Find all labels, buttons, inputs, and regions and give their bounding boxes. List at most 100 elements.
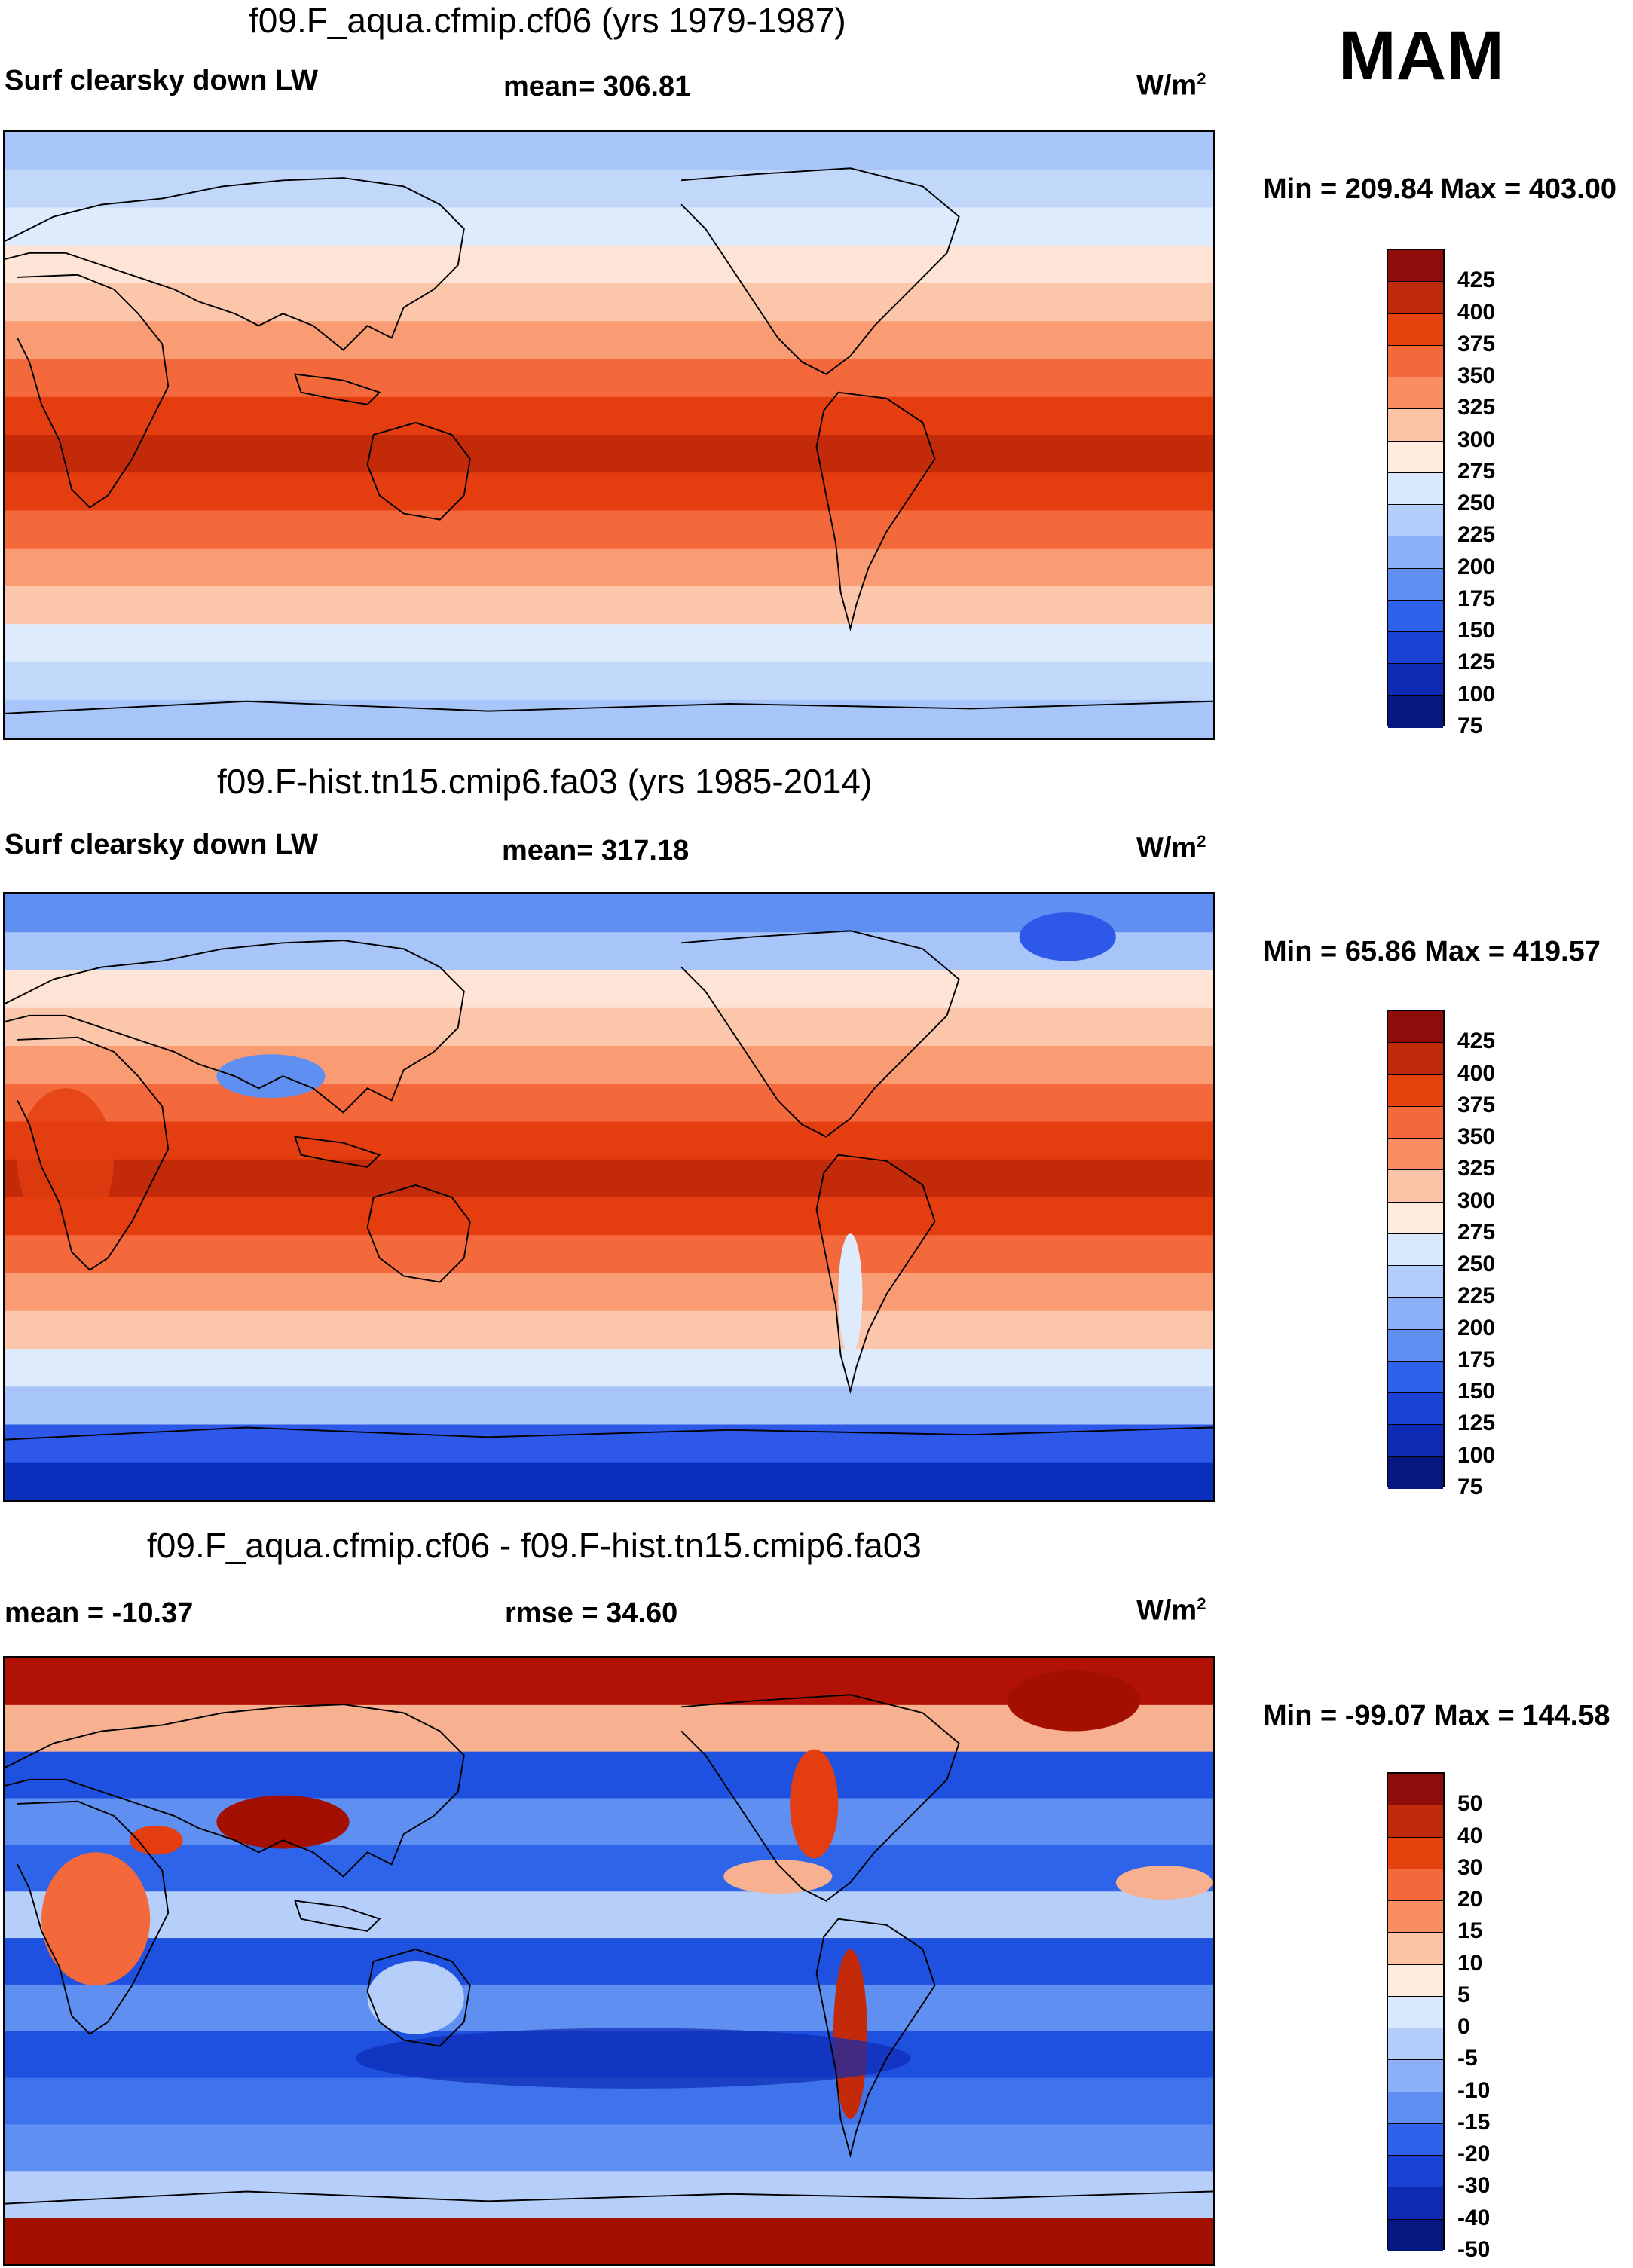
panel1-band-15 <box>5 699 1213 738</box>
panel2-band-4 <box>5 1046 1213 1085</box>
panel3-band-3 <box>5 1798 1213 1846</box>
coast-eurasia <box>5 940 465 1114</box>
panel1-colorbar-swatch-5 <box>1388 409 1443 442</box>
panel3-colorbar-tick-label: -20 <box>1457 2141 1491 2167</box>
coast-antarctica <box>5 2190 1213 2205</box>
panel1-colorbar-swatch-0 <box>1388 250 1443 283</box>
panel2-colorbar-swatch-1 <box>1388 1043 1443 1075</box>
panel3-colorbar-tick-label: -10 <box>1457 2077 1491 2103</box>
panel1-band-3 <box>5 245 1213 284</box>
coast-south-america <box>815 1918 936 2159</box>
panel1-colorbar-tick-label: 225 <box>1457 522 1496 548</box>
greenland-warm <box>1007 1670 1140 1732</box>
panel3-colorbar-swatch-10 <box>1388 2092 1443 2124</box>
panel3-band-12 <box>5 2218 1213 2264</box>
panel2-map <box>3 892 1215 1502</box>
panel2-colorbar-tick-label: 425 <box>1457 1029 1496 1054</box>
panel3-band-11 <box>5 2171 1213 2219</box>
panel3-colorbar <box>1387 1772 1445 2251</box>
panel3-band-7 <box>5 1984 1213 2032</box>
southern-deep-blue <box>355 2028 911 2089</box>
panel3-title: f09.F_aqua.cfmip.cf06 - f09.F-hist.tn15.… <box>147 1526 922 1565</box>
panel3-colorbar-tick-label: 10 <box>1457 1950 1483 1976</box>
panel2-colorbar-swatch-12 <box>1388 1393 1443 1426</box>
panel2-colorbar-swatch-4 <box>1388 1139 1443 1171</box>
panel2-colorbar-tick-label: 250 <box>1457 1252 1496 1277</box>
panel1-band-12 <box>5 586 1213 625</box>
panel2-band-13 <box>5 1386 1213 1426</box>
panel3-colorbar-swatch-5 <box>1388 1933 1443 1965</box>
panel1-colorbar-swatch-3 <box>1388 345 1443 378</box>
panel3-band-2 <box>5 1751 1213 1799</box>
panel1-band-8 <box>5 435 1213 474</box>
panel3-colorbar-swatch-4 <box>1388 1901 1443 1933</box>
coast-antarctica <box>5 700 1213 714</box>
panel1-colorbar-swatch-13 <box>1388 664 1443 696</box>
panel2-band-15 <box>5 1462 1213 1500</box>
panel3-mean-label: mean = -10.37 <box>5 1597 194 1629</box>
panel1-band-7 <box>5 396 1213 436</box>
panel3-band-4 <box>5 1845 1213 1893</box>
panel2-band-10 <box>5 1273 1213 1312</box>
coast-eurasia <box>5 177 465 351</box>
panel1-title: f09.F_aqua.cfmip.cf06 (yrs 1979-1987) <box>249 1 846 40</box>
panel2-colorbar-tick-label: 350 <box>1457 1124 1496 1150</box>
andes-low <box>838 1233 863 1356</box>
panel1-band-10 <box>5 510 1213 549</box>
panel3-units: W/m2 <box>1136 1594 1206 1627</box>
panel2-mean-label: mean= 317.18 <box>502 835 690 867</box>
panel2-title: f09.F-hist.tn15.cmip6.fa03 (yrs 1985-201… <box>217 762 873 801</box>
panel3-colorbar-swatch-3 <box>1388 1869 1443 1902</box>
panel3-colorbar-swatch-12 <box>1388 2156 1443 2188</box>
coast-eurasia <box>5 1704 465 1878</box>
panel1-band-1 <box>5 170 1213 209</box>
panel1-colorbar-swatch-10 <box>1388 568 1443 601</box>
panel2-colorbar-tick-label: 375 <box>1457 1092 1496 1117</box>
panel2-colorbar-tick-label: 75 <box>1457 1475 1483 1499</box>
coast-antarctica <box>5 1426 1213 1441</box>
panel1-band-4 <box>5 283 1213 322</box>
panel3-colorbar-tick-label: -5 <box>1457 2046 1478 2071</box>
tibet-low <box>216 1054 326 1099</box>
panel3-colorbar-swatch-9 <box>1388 2060 1443 2092</box>
panel1-colorbar-swatch-12 <box>1388 632 1443 665</box>
panel2-band-11 <box>5 1310 1213 1349</box>
panel3-band-5 <box>5 1891 1213 1939</box>
panel3-regional-features <box>41 1670 1213 2120</box>
panel1-band-2 <box>5 207 1213 246</box>
panel2-colorbar-tick-label: 400 <box>1457 1060 1496 1086</box>
panel2-colorbar-tick-label: 275 <box>1457 1219 1496 1245</box>
coast-indonesia <box>294 1900 381 1932</box>
panel1-colorbar-swatch-14 <box>1388 695 1443 728</box>
panel2-colorbar-swatch-11 <box>1388 1361 1443 1394</box>
panel1-colorbar-tick-label: 75 <box>1457 714 1483 738</box>
panel2-band-9 <box>5 1235 1213 1274</box>
panel3-colorbar-tick-label: -15 <box>1457 2109 1491 2135</box>
coast-australia <box>366 421 471 521</box>
panel3-colorbar-swatch-14 <box>1388 2219 1443 2251</box>
panel2-band-5 <box>5 1084 1213 1123</box>
panel2-colorbar-swatch-9 <box>1388 1298 1443 1330</box>
panel2-minmax: Min = 65.86 Max = 419.57 <box>1263 936 1601 967</box>
coast-indonesia <box>294 373 381 405</box>
africa-warm <box>41 1852 151 1986</box>
panel1-colorbar-swatch-11 <box>1388 600 1443 633</box>
panel2-colorbar-swatch-5 <box>1388 1170 1443 1203</box>
panel2-colorbar-tick-label: 175 <box>1457 1346 1496 1372</box>
panel2-colorbar-tick-label: 150 <box>1457 1379 1496 1405</box>
panel1-colorbar-swatch-6 <box>1388 441 1443 473</box>
panel2-colorbar-swatch-3 <box>1388 1106 1443 1139</box>
coast-south-america <box>815 1154 936 1395</box>
panel1-colorbar-swatch-2 <box>1388 313 1443 346</box>
panel3-minmax: Min = -99.07 Max = 144.58 <box>1263 1700 1610 1732</box>
coast-north-america <box>680 167 960 375</box>
panel3-colorbar-tick-label: 5 <box>1457 1982 1470 2007</box>
panel1-colorbar-tick-label: 350 <box>1457 363 1496 389</box>
season-label: MAM <box>1338 17 1504 94</box>
panel1-colorbar-swatch-1 <box>1388 282 1443 314</box>
coast-australia <box>366 1184 471 1283</box>
panel3-colorbar-swatch-8 <box>1388 2028 1443 2061</box>
panel3-colorbar-swatch-13 <box>1388 2187 1443 2220</box>
panel2-colorbar-tick-label: 200 <box>1457 1315 1496 1340</box>
panel2-map-svg <box>5 894 1213 1500</box>
